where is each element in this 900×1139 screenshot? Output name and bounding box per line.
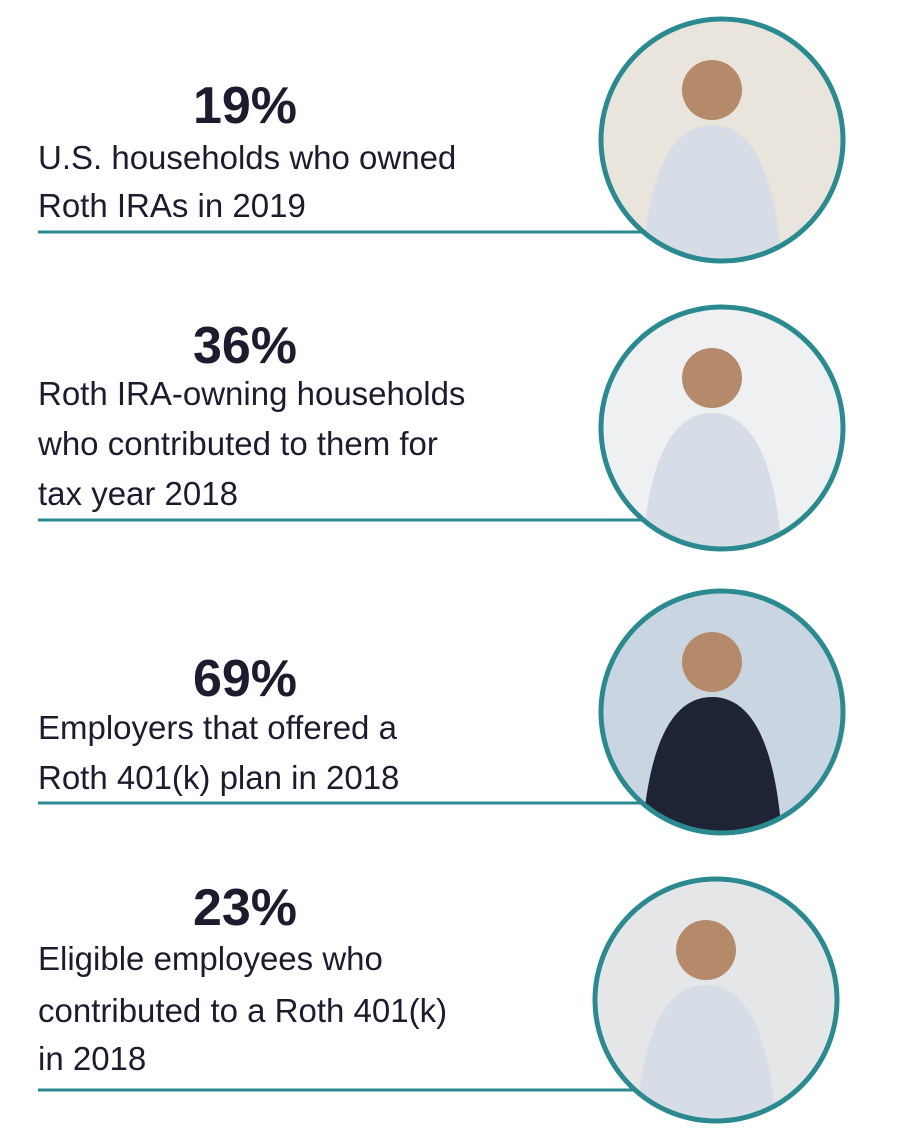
- person-head: [682, 348, 742, 408]
- stat-block: 69%Employers that offered a Roth 401(k) p…: [38, 588, 846, 836]
- photo-border: [598, 304, 846, 552]
- stat-value: 36%: [193, 317, 297, 375]
- person-body: [636, 985, 776, 1120]
- stat-block: 36%Roth IRA-owning households who contrib…: [37, 304, 846, 552]
- photo: [602, 592, 842, 832]
- stat-description: U.S. households who owned: [38, 139, 456, 176]
- photo-border: [592, 876, 840, 1124]
- stat-description: Eligible employees who: [38, 940, 383, 977]
- photo-border: [598, 16, 846, 264]
- stat-description: Roth IRAs in 2019: [38, 187, 306, 224]
- stat-description: Roth 401(k) plan in 2018: [38, 759, 399, 796]
- person-head: [682, 60, 742, 120]
- stat-description: tax year 2018: [38, 475, 238, 512]
- person-body: [642, 125, 782, 260]
- stat-description: Roth IRA-owning households: [38, 375, 465, 412]
- person-head: [676, 920, 736, 980]
- person-body: [642, 413, 782, 548]
- stat-value: 23%: [193, 879, 297, 937]
- photo-border: [598, 588, 846, 836]
- photo: [602, 20, 842, 260]
- person-head: [682, 632, 742, 692]
- stat-value: 19%: [193, 77, 297, 135]
- photo: [596, 880, 836, 1120]
- stat-description: Employers that offered a: [38, 709, 398, 746]
- stat-description: who contributed to them for: [37, 425, 438, 462]
- photo: [602, 308, 842, 548]
- stat-description: contributed to a Roth 401(k): [38, 992, 447, 1029]
- stat-value: 69%: [193, 650, 297, 708]
- stat-block: 23%Eligible employees who contributed to …: [38, 876, 840, 1124]
- stat-block: 19% U.S. households who owned Roth IRAs in…: [38, 16, 846, 264]
- stat-description: in 2018: [38, 1040, 146, 1077]
- person-body: [642, 697, 782, 832]
